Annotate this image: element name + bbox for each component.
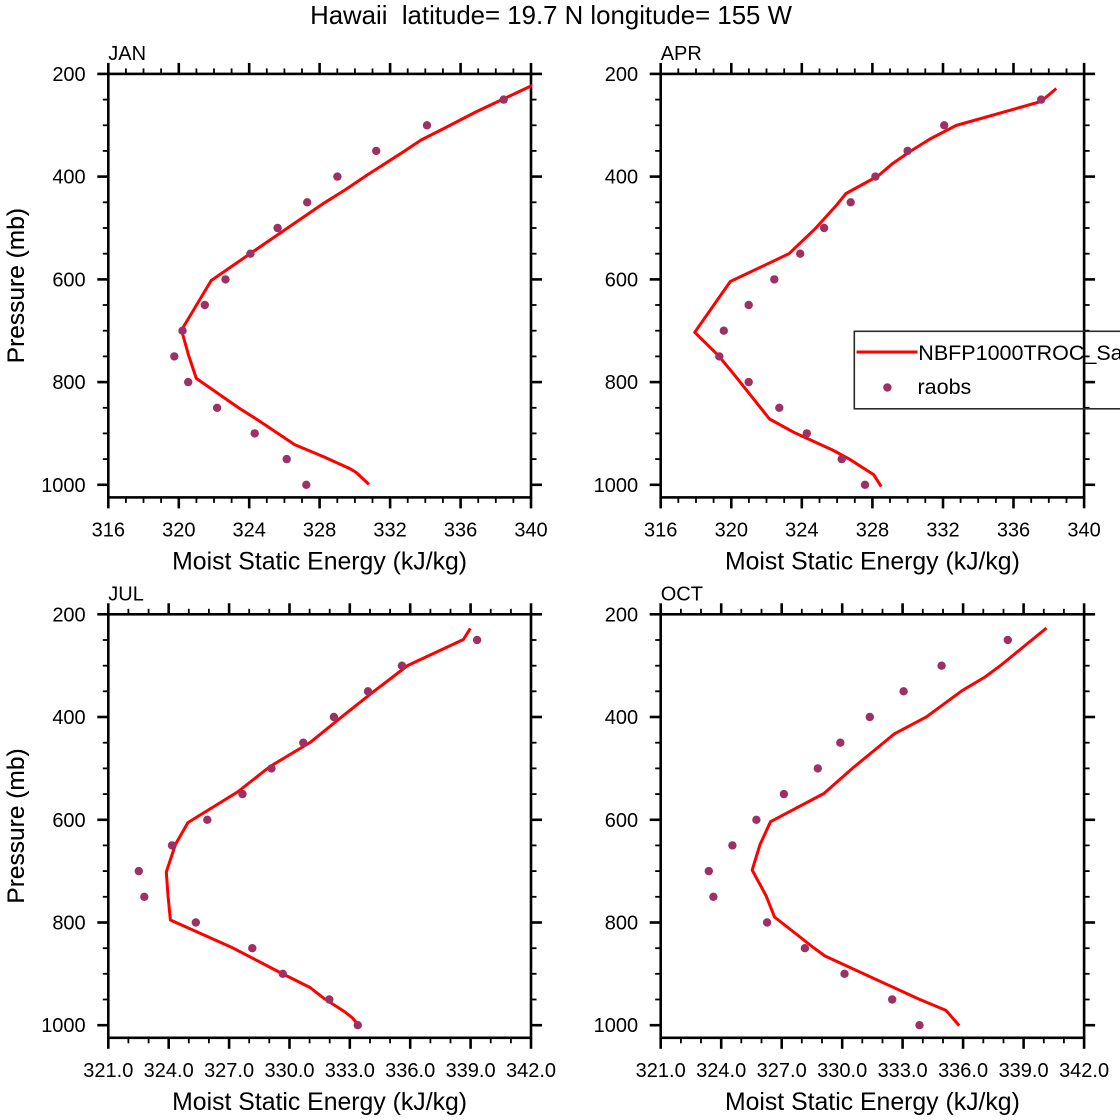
svg-text:1000: 1000 xyxy=(594,475,639,497)
svg-text:Moist Static Energy (kJ/kg): Moist Static Energy (kJ/kg) xyxy=(172,1089,467,1116)
svg-text:316: 316 xyxy=(644,520,677,542)
svg-text:1000: 1000 xyxy=(594,1015,639,1037)
svg-text:336: 336 xyxy=(444,520,477,542)
svg-text:OCT: OCT xyxy=(661,583,703,605)
svg-text:336.0: 336.0 xyxy=(938,1060,988,1082)
svg-text:Moist Static Energy (kJ/kg): Moist Static Energy (kJ/kg) xyxy=(725,549,1020,576)
svg-text:339.0: 339.0 xyxy=(446,1060,496,1082)
svg-text:336: 336 xyxy=(997,520,1030,542)
svg-text:600: 600 xyxy=(52,269,85,291)
svg-text:Pressure (mb): Pressure (mb) xyxy=(3,748,30,903)
svg-text:330.0: 330.0 xyxy=(264,1060,314,1082)
svg-text:320: 320 xyxy=(715,520,748,542)
svg-text:JUL: JUL xyxy=(108,583,144,605)
svg-text:200: 200 xyxy=(52,604,85,626)
svg-text:324.0: 324.0 xyxy=(144,1060,194,1082)
svg-text:328: 328 xyxy=(303,520,336,542)
svg-text:332: 332 xyxy=(373,520,406,542)
svg-text:APR: APR xyxy=(661,43,702,65)
svg-text:324.0: 324.0 xyxy=(696,1060,746,1082)
svg-text:321.0: 321.0 xyxy=(636,1060,686,1082)
svg-text:800: 800 xyxy=(605,913,638,935)
svg-text:Pressure (mb): Pressure (mb) xyxy=(3,208,30,363)
svg-text:342.0: 342.0 xyxy=(1059,1060,1109,1082)
svg-text:Moist Static Energy (kJ/kg): Moist Static Energy (kJ/kg) xyxy=(172,549,467,576)
svg-text:Hawaii latitude= 19.7 N longi: Hawaii latitude= 19.7 N longitude= 155 W xyxy=(310,2,792,30)
svg-text:400: 400 xyxy=(52,707,85,729)
svg-text:333.0: 333.0 xyxy=(325,1060,375,1082)
svg-text:321.0: 321.0 xyxy=(83,1060,133,1082)
svg-text:raobs: raobs xyxy=(918,375,972,399)
svg-text:200: 200 xyxy=(52,64,85,86)
svg-text:333.0: 333.0 xyxy=(878,1060,928,1082)
svg-text:Pressure (mb): Pressure (mb) xyxy=(3,748,30,903)
svg-text:316: 316 xyxy=(92,520,125,542)
svg-text:400: 400 xyxy=(605,167,638,189)
svg-text:600: 600 xyxy=(52,810,85,832)
svg-text:200: 200 xyxy=(605,604,638,626)
svg-text:327.0: 327.0 xyxy=(757,1060,807,1082)
svg-text:339.0: 339.0 xyxy=(999,1060,1049,1082)
svg-text:800: 800 xyxy=(605,372,638,394)
svg-text:320: 320 xyxy=(162,520,195,542)
svg-text:600: 600 xyxy=(605,810,638,832)
svg-text:336.0: 336.0 xyxy=(385,1060,435,1082)
svg-text:JAN: JAN xyxy=(108,43,146,65)
svg-text:NBFP1000TROC_Sam: NBFP1000TROC_Sam xyxy=(918,341,1120,365)
svg-text:400: 400 xyxy=(52,167,85,189)
svg-text:Moist Static Energy (kJ/kg): Moist Static Energy (kJ/kg) xyxy=(725,1089,1020,1116)
svg-text:800: 800 xyxy=(52,913,85,935)
svg-text:342.0: 342.0 xyxy=(506,1060,556,1082)
svg-text:330.0: 330.0 xyxy=(817,1060,867,1082)
svg-text:1000: 1000 xyxy=(41,475,86,497)
svg-text:340: 340 xyxy=(1067,520,1100,542)
svg-text:324: 324 xyxy=(233,520,266,542)
svg-text:328: 328 xyxy=(856,520,889,542)
svg-text:340: 340 xyxy=(514,520,547,542)
svg-text:Pressure (mb): Pressure (mb) xyxy=(3,208,30,363)
svg-text:600: 600 xyxy=(605,269,638,291)
svg-text:324: 324 xyxy=(785,520,818,542)
svg-text:400: 400 xyxy=(605,707,638,729)
svg-text:1000: 1000 xyxy=(41,1015,86,1037)
svg-text:332: 332 xyxy=(926,520,959,542)
svg-text:800: 800 xyxy=(52,372,85,394)
svg-text:327.0: 327.0 xyxy=(204,1060,254,1082)
svg-text:200: 200 xyxy=(605,64,638,86)
